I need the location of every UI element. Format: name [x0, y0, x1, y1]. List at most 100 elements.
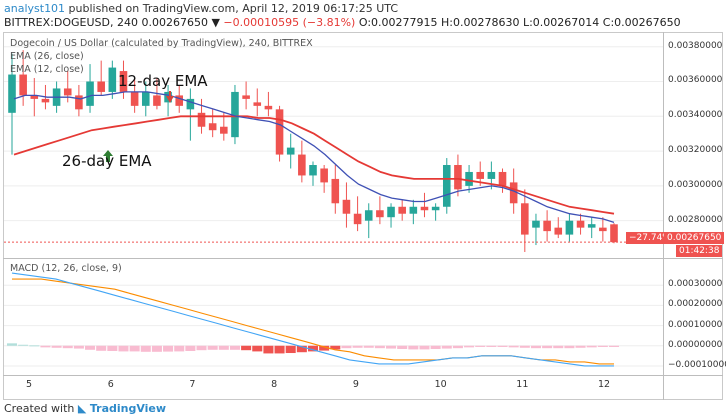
- macd-axis-label: 0.00000000: [668, 339, 723, 350]
- time-axis-divider: [3, 375, 723, 376]
- histogram-bar: [51, 345, 62, 348]
- histogram-bar: [542, 345, 553, 349]
- histogram-bar: [140, 345, 151, 352]
- histogram-bar: [151, 345, 162, 352]
- macd-axis-label: −0.00010000: [668, 359, 726, 370]
- candle-body: [331, 178, 340, 204]
- histogram-bar: [73, 345, 84, 349]
- publisher-link[interactable]: analyst101: [4, 2, 66, 15]
- histogram-bar: [386, 345, 397, 349]
- candle-body: [175, 95, 184, 106]
- time-axis-label: 5: [26, 379, 33, 390]
- pane-divider[interactable]: [3, 258, 723, 259]
- candle-body: [353, 213, 362, 225]
- candle-body: [186, 98, 195, 110]
- candle-body: [264, 105, 273, 110]
- ema12-legend: EMA (12, close): [10, 64, 84, 75]
- price-axis-label: 0.00340000: [668, 110, 723, 121]
- tradingview-logo-icon: ◣: [77, 402, 87, 415]
- candle-body: [153, 95, 161, 106]
- histogram-bar: [475, 345, 486, 347]
- histogram-bar: [497, 345, 508, 347]
- histogram-bar: [285, 345, 296, 354]
- histogram-bar: [508, 345, 519, 348]
- candle-body: [587, 224, 596, 228]
- candle-body: [286, 147, 295, 155]
- histogram-bar: [207, 345, 218, 350]
- last-price-badge: 0.00267650: [664, 232, 725, 244]
- bar-countdown-badge: 01:42:38: [676, 245, 723, 257]
- candle-body: [565, 220, 574, 235]
- macd-legend: MACD (12, 26, close, 9): [10, 263, 122, 274]
- histogram-bar: [229, 345, 240, 350]
- histogram-bar: [419, 345, 430, 350]
- histogram-bar: [519, 345, 530, 348]
- histogram-bar: [441, 345, 452, 349]
- candle-body: [420, 206, 429, 211]
- candle-body: [599, 227, 607, 232]
- histogram-bar: [6, 343, 18, 346]
- histogram-bar: [553, 345, 564, 349]
- annotation-26-day-ema: 26-day EMA: [62, 152, 152, 170]
- annotation-12-day-ema: 12-day EMA: [118, 72, 208, 90]
- histogram-bar: [352, 345, 363, 348]
- candle-body: [521, 203, 529, 235]
- symbol-line: BITTREX:DOGEUSD, 240 0.00267650 ▼ −0.000…: [4, 16, 681, 29]
- tradingview-link[interactable]: TradingView: [89, 402, 167, 415]
- candle-body: [108, 67, 117, 92]
- candle-body: [387, 206, 395, 218]
- histogram-bar: [40, 345, 51, 348]
- price-change: −0.00010595 (−3.81%): [223, 16, 356, 29]
- candle-body: [610, 224, 618, 243]
- histogram-bar: [319, 345, 330, 351]
- time-axis-label: 7: [189, 379, 196, 390]
- candle-body: [97, 81, 105, 92]
- chart-frame: [3, 32, 723, 400]
- ema26-line: [13, 115, 615, 215]
- histogram-bar: [241, 345, 252, 351]
- candle-body: [275, 109, 284, 155]
- percent-change-badge: −27.74%: [626, 232, 674, 244]
- candle-body: [409, 206, 418, 214]
- histogram-bar: [374, 345, 385, 349]
- candle-body: [41, 98, 50, 103]
- ohlc-info: O:0.00277915 H:0.00278630 L:0.00267014 C…: [355, 16, 681, 29]
- candle-body: [8, 74, 16, 113]
- candle-body: [543, 220, 551, 232]
- arrow-down-icon: [166, 91, 174, 103]
- histogram-bar: [530, 345, 541, 349]
- histogram-bar: [129, 345, 140, 352]
- histogram-bar: [330, 345, 341, 350]
- publish-info: published on TradingView.com, April 12, …: [65, 2, 399, 15]
- histogram-bar: [185, 345, 196, 352]
- time-axis-label: 9: [352, 379, 359, 390]
- candle-body: [19, 74, 27, 96]
- histogram-bar: [341, 345, 352, 349]
- candle-body: [130, 91, 139, 106]
- histogram-bar: [363, 345, 374, 348]
- candle-body: [309, 165, 317, 176]
- price-axis-label: 0.00360000: [668, 75, 723, 86]
- histogram-bar: [62, 345, 73, 349]
- candle-body: [119, 71, 128, 92]
- candle-body: [532, 220, 540, 228]
- candle-body: [141, 91, 150, 106]
- candle-body: [342, 199, 351, 214]
- histogram-bar: [608, 345, 620, 347]
- arrow-up-icon: [103, 150, 113, 162]
- candle-body: [442, 165, 451, 207]
- ema26-legend: EMA (26, close): [10, 51, 84, 62]
- candle-body: [63, 88, 72, 96]
- price-axis-label: 0.00300000: [668, 179, 723, 190]
- candle-body: [487, 171, 496, 179]
- histogram-bar: [408, 345, 419, 350]
- histogram-bar: [486, 345, 497, 347]
- candle-body: [231, 91, 239, 138]
- candle-body: [376, 210, 384, 218]
- histogram-bar: [218, 345, 229, 350]
- candle-body: [298, 154, 306, 176]
- candle-body: [431, 206, 440, 211]
- histogram-bar: [96, 345, 107, 351]
- time-axis-label: 12: [598, 379, 611, 390]
